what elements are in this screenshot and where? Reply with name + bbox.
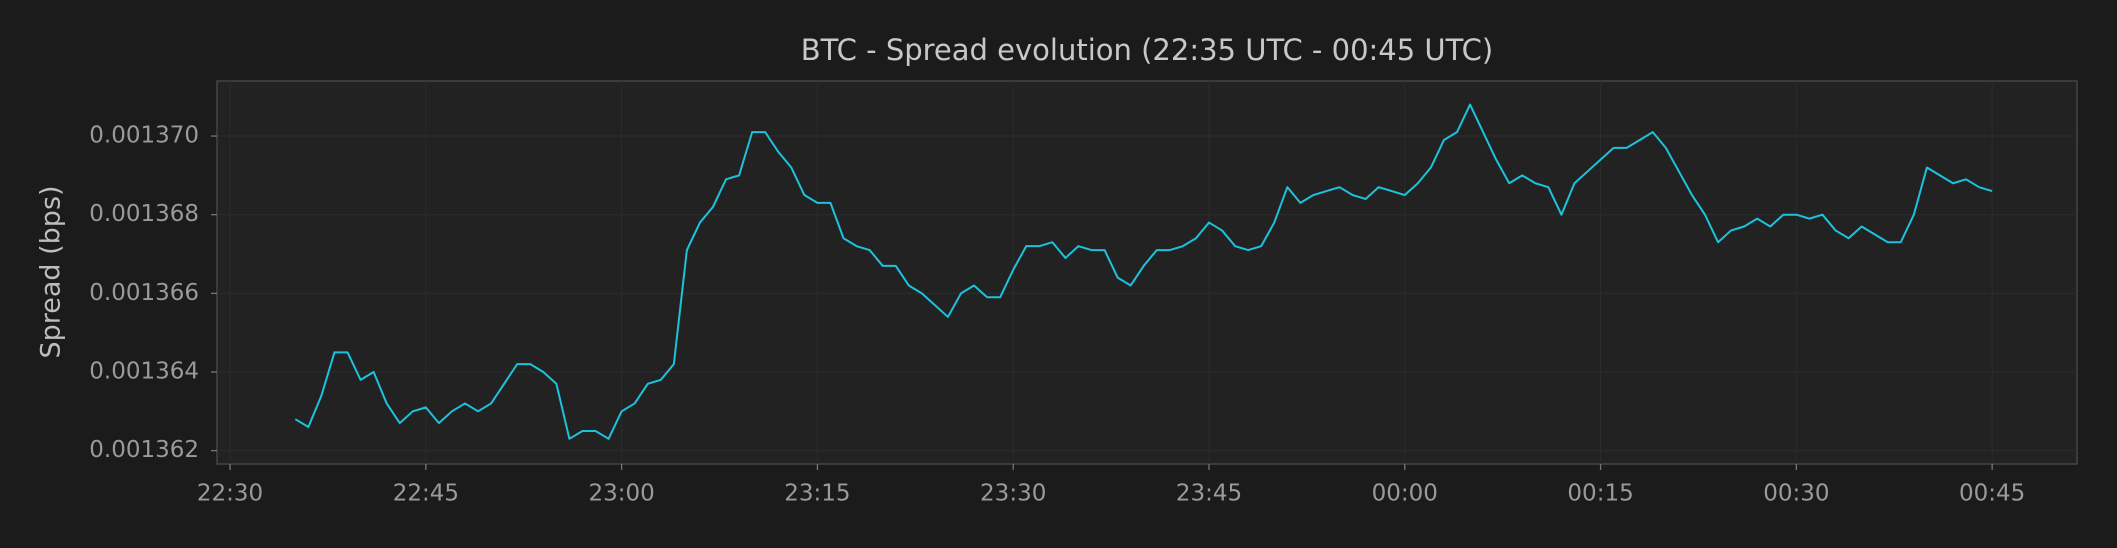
x-tick-label: 00:45	[1959, 481, 2025, 507]
x-tick-label: 00:30	[1763, 481, 1829, 507]
y-tick-label: 0.001370	[89, 123, 199, 149]
x-tick-label: 23:45	[1176, 481, 1242, 507]
y-tick-label: 0.001368	[89, 201, 199, 227]
x-tick-label: 23:30	[980, 481, 1046, 507]
y-tick-label: 0.001364	[89, 358, 199, 384]
plot-area	[216, 80, 2078, 465]
x-tick-label: 00:00	[1372, 481, 1438, 507]
x-tick-label: 23:15	[784, 481, 850, 507]
x-tick-label: 22:45	[393, 481, 459, 507]
chart-title: BTC - Spread evolution (22:35 UTC - 00:4…	[801, 33, 1493, 67]
y-tick-label: 0.001366	[89, 280, 199, 306]
y-axis-label: Spread (bps)	[36, 185, 67, 358]
line	[294, 103, 1993, 440]
x-tick-label: 00:15	[1567, 481, 1633, 507]
marks	[294, 103, 1993, 440]
y-tick-label: 0.001362	[89, 437, 199, 463]
x-tick-label: 23:00	[588, 481, 654, 507]
x-tick-label: 22:30	[197, 481, 263, 507]
grid: 0.001362 0.001364 0.001366 0.001368 0.001370…	[89, 81, 2077, 507]
